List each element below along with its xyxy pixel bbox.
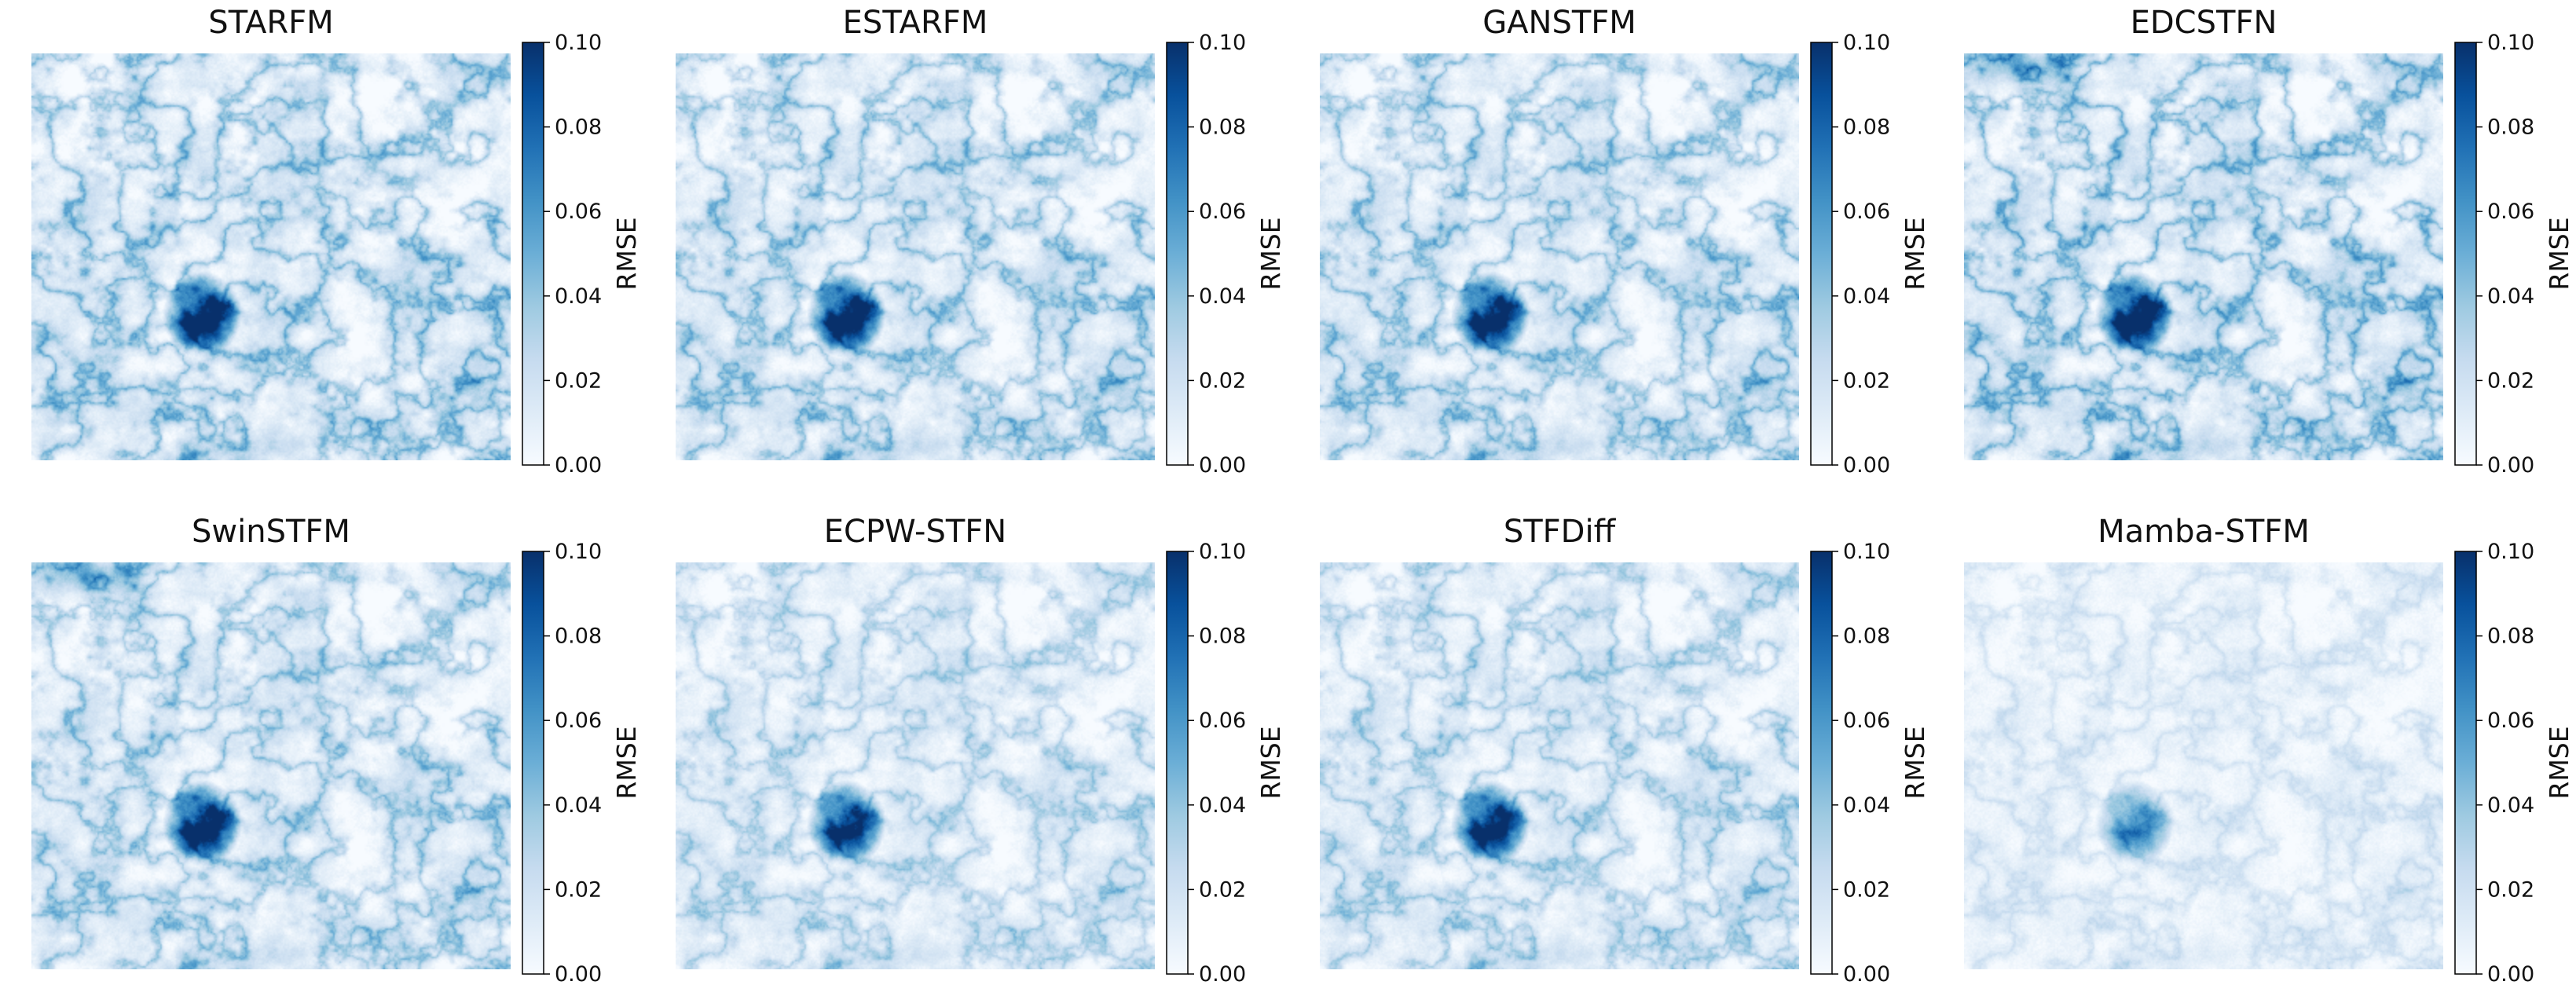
colorbar-label: RMSE bbox=[611, 217, 642, 290]
colorbar-tick-label: 0.02 bbox=[1199, 877, 1246, 902]
panel-title: GANSTFM bbox=[1482, 5, 1636, 41]
colorbar-tick-label: 0.02 bbox=[2487, 877, 2534, 902]
rmse-heatmap bbox=[1320, 562, 1799, 969]
colorbar-tick-label: 0.04 bbox=[555, 793, 602, 818]
panel-title: SwinSTFM bbox=[192, 514, 350, 550]
colorbar-tick-label: 0.08 bbox=[2487, 115, 2534, 140]
panel-title: Mamba-STFM bbox=[2098, 514, 2310, 550]
rmse-heatmap bbox=[676, 562, 1155, 969]
colorbar bbox=[2454, 551, 2477, 975]
colorbar-tick-label: 0.00 bbox=[1843, 453, 1890, 478]
colorbar-tick-label: 0.06 bbox=[1199, 709, 1246, 733]
colorbar bbox=[522, 42, 544, 466]
colorbar-tick-label: 0.04 bbox=[2487, 284, 2534, 309]
colorbar-tick-label: 0.02 bbox=[1843, 368, 1890, 393]
heatmap-panel: STARFM 0.00 0.02 0.04 0.06 0.08 0.10 RMSE bbox=[31, 5, 642, 478]
colorbar-tick-label: 0.06 bbox=[1843, 200, 1890, 224]
heatmap-panel: ECPW-STFN 0.00 0.02 0.04 0.06 0.08 0.10 RMSE bbox=[676, 514, 1286, 987]
colorbar bbox=[1810, 42, 1833, 466]
colorbar-tick-label: 0.02 bbox=[1843, 877, 1890, 902]
colorbar-label: RMSE bbox=[611, 726, 642, 799]
panel-grid: STARFM0.000.020.040.060.080.10RMSEESTARF… bbox=[31, 5, 2574, 987]
colorbar-tick-label: 0.00 bbox=[1199, 962, 1246, 987]
colorbar bbox=[1810, 551, 1833, 975]
rmse-heatmap bbox=[676, 53, 1155, 460]
colorbar-tick-label: 0.00 bbox=[1843, 962, 1890, 987]
panel-title: STFDiff bbox=[1504, 514, 1617, 550]
panel-title: ECPW-STFN bbox=[824, 514, 1006, 550]
colorbar-tick-label: 0.10 bbox=[1843, 31, 1890, 55]
colorbar-tick-label: 0.06 bbox=[555, 709, 602, 733]
colorbar-tick-label: 0.02 bbox=[555, 877, 602, 902]
colorbar-tick-label: 0.08 bbox=[1199, 115, 1246, 140]
rmse-heatmap bbox=[1964, 562, 2443, 969]
colorbar-tick-label: 0.04 bbox=[555, 284, 602, 309]
colorbar-tick-label: 0.02 bbox=[1199, 368, 1246, 393]
heatmap-panel: Mamba-STFM 0.00 0.02 0.04 0.06 0.08 0.10 RMSE bbox=[1964, 514, 2574, 987]
colorbar-tick-label: 0.10 bbox=[2487, 540, 2534, 564]
colorbar-tick-label: 0.04 bbox=[1199, 793, 1246, 818]
colorbar-tick-label: 0.06 bbox=[555, 200, 602, 224]
heatmap-panel: STFDiff 0.00 0.02 0.04 0.06 0.08 0.10 RMSE bbox=[1320, 514, 1930, 987]
colorbar-tick-label: 0.08 bbox=[1843, 115, 1890, 140]
colorbar-tick-label: 0.10 bbox=[1199, 540, 1246, 564]
colorbar-tick-label: 0.04 bbox=[1843, 793, 1890, 818]
colorbar-tick-label: 0.02 bbox=[555, 368, 602, 393]
colorbar-tick-label: 0.04 bbox=[2487, 793, 2534, 818]
panel-title: STARFM bbox=[208, 5, 333, 41]
rmse-heatmap bbox=[1320, 53, 1799, 460]
panel-title: EDCSTFN bbox=[2131, 5, 2277, 41]
colorbar-tick-label: 0.06 bbox=[2487, 709, 2534, 733]
colorbar-label: RMSE bbox=[1255, 217, 1286, 290]
colorbar-tick-label: 0.10 bbox=[1199, 31, 1246, 55]
heatmap-panel: GANSTFM 0.00 0.02 0.04 0.06 0.08 0.10 RMSE bbox=[1320, 5, 1930, 478]
colorbar-tick-label: 0.10 bbox=[555, 31, 602, 55]
colorbar-tick-label: 0.00 bbox=[555, 453, 602, 478]
colorbar bbox=[1166, 42, 1189, 466]
colorbar-tick-label: 0.04 bbox=[1199, 284, 1246, 309]
colorbar-tick-label: 0.08 bbox=[2487, 624, 2534, 649]
colorbar-tick-label: 0.10 bbox=[2487, 31, 2534, 55]
colorbar-tick-label: 0.02 bbox=[2487, 368, 2534, 393]
colorbar-tick-label: 0.00 bbox=[1199, 453, 1246, 478]
colorbar-label: RMSE bbox=[1900, 726, 1930, 799]
colorbar-tick-label: 0.00 bbox=[555, 962, 602, 987]
colorbar-tick-label: 0.08 bbox=[555, 624, 602, 649]
colorbar-tick-label: 0.00 bbox=[2487, 453, 2534, 478]
colorbar bbox=[522, 551, 544, 975]
colorbar-tick-label: 0.04 bbox=[1843, 284, 1890, 309]
colorbar-tick-label: 0.06 bbox=[1843, 709, 1890, 733]
colorbar bbox=[1166, 551, 1189, 975]
colorbar-tick-label: 0.00 bbox=[2487, 962, 2534, 987]
colorbar-label: RMSE bbox=[1255, 726, 1286, 799]
rmse-heatmap bbox=[31, 53, 511, 460]
rmse-heatmap bbox=[1964, 53, 2443, 460]
colorbar-label: RMSE bbox=[2544, 217, 2574, 290]
heatmap-panel: SwinSTFM 0.00 0.02 0.04 0.06 0.08 0.10 RMSE bbox=[31, 514, 642, 987]
colorbar-tick-label: 0.08 bbox=[1199, 624, 1246, 649]
heatmap-panel: EDCSTFN 0.00 0.02 0.04 0.06 0.08 0.10 RMSE bbox=[1964, 5, 2574, 478]
colorbar-tick-label: 0.06 bbox=[1199, 200, 1246, 224]
heatmap-panel: ESTARFM 0.00 0.02 0.04 0.06 0.08 0.10 RMSE bbox=[676, 5, 1286, 478]
colorbar-label: RMSE bbox=[1900, 217, 1930, 290]
colorbar-tick-label: 0.08 bbox=[1843, 624, 1890, 649]
colorbar-tick-label: 0.10 bbox=[1843, 540, 1890, 564]
colorbar-tick-label: 0.06 bbox=[2487, 200, 2534, 224]
rmse-heatmap bbox=[31, 562, 511, 969]
colorbar bbox=[2454, 42, 2477, 466]
colorbar-tick-label: 0.10 bbox=[555, 540, 602, 564]
colorbar-tick-label: 0.08 bbox=[555, 115, 602, 140]
panel-title: ESTARFM bbox=[843, 5, 988, 41]
colorbar-label: RMSE bbox=[2544, 726, 2574, 799]
